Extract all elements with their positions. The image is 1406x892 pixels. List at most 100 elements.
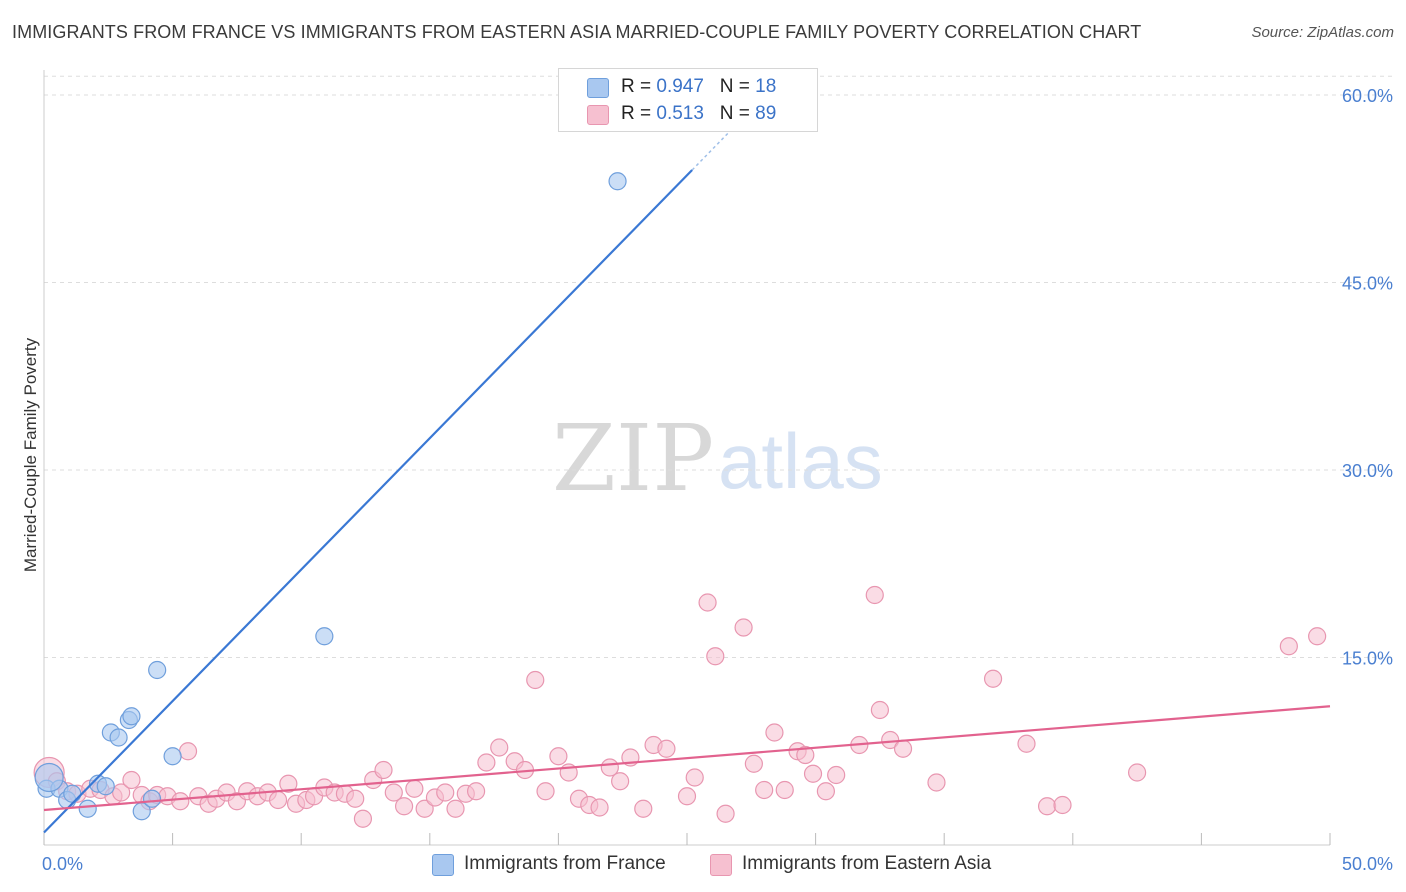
y-tick-labels: 15.0% 30.0% 45.0% 60.0% — [1342, 86, 1393, 669]
asia-point-8 — [122, 770, 141, 790]
bottom-legend-label-france: Immigrants from France — [464, 853, 666, 874]
asia-point-43 — [466, 782, 486, 801]
bottom-legend-label-asia: Immigrants from Eastern Asia — [742, 853, 992, 874]
asia-point-70 — [775, 780, 794, 800]
asia-point-64 — [706, 647, 725, 666]
legend-n-label-asia: N = — [719, 103, 750, 124]
grid-layer — [44, 75, 1392, 658]
asia-point-7 — [112, 783, 131, 802]
bottom-legend-swatch-france — [432, 854, 454, 876]
legend-r-value-france: 0.947 — [656, 76, 704, 97]
y-tick-label-2: 45.0% — [1342, 274, 1393, 294]
watermark-atlas: atlas — [718, 417, 883, 505]
france-trend-line — [43, 169, 693, 834]
asia-point-72 — [796, 745, 815, 765]
asia-point-80 — [893, 739, 913, 758]
asia-point-14 — [178, 742, 198, 761]
france-point-13 — [148, 660, 167, 680]
france-point-4 — [78, 799, 97, 818]
watermark: ZIP atlas — [552, 405, 883, 512]
france-point-10 — [122, 707, 141, 726]
france-points — [34, 172, 627, 821]
asia-point-40 — [436, 783, 455, 802]
legend-text-france: R = 0.947 N = 18 — [621, 76, 776, 98]
asia-point-63 — [698, 593, 717, 612]
y-axis-label: Married-Couple Family Poverty — [21, 337, 40, 572]
asia-point-81 — [927, 773, 946, 792]
france-point-12 — [142, 789, 162, 808]
y-tick-label-3: 60.0% — [1342, 86, 1393, 106]
asia-point-23 — [268, 790, 288, 810]
asia-point-49 — [536, 782, 555, 801]
asia-point-31 — [346, 789, 365, 808]
y-tick-label-1: 30.0% — [1342, 461, 1393, 481]
legend-swatch-asia — [587, 105, 609, 125]
asia-point-87 — [1279, 637, 1298, 656]
legend-n-value-asia: 89 — [755, 103, 777, 124]
asia-point-88 — [1308, 627, 1327, 646]
x-tick-label-1: 50.0% — [1342, 854, 1393, 874]
legend-n-value-france: 18 — [755, 76, 777, 97]
asia-point-58 — [634, 799, 653, 818]
asia-points — [33, 585, 1327, 828]
france-point-15 — [315, 627, 334, 646]
asia-point-32 — [353, 809, 373, 828]
asia-point-48 — [526, 670, 545, 690]
asia-point-75 — [827, 765, 846, 785]
asia-point-77 — [865, 585, 884, 605]
correlation-legend: R = 0.947 N = 18 R = 0.513 N = 89 — [558, 68, 818, 132]
france-point-8 — [109, 728, 128, 747]
asia-point-60 — [657, 739, 676, 758]
asia-point-62 — [685, 768, 704, 787]
legend-r-label-france: R = — [621, 76, 652, 97]
legend-n-label-france: N = — [719, 76, 750, 97]
france-point-17 — [34, 762, 64, 793]
asia-point-84 — [1037, 797, 1057, 816]
asia-point-73 — [803, 764, 823, 783]
france-point-14 — [163, 747, 182, 766]
asia-point-56 — [611, 772, 630, 791]
france-point-3 — [63, 784, 82, 803]
asia-point-45 — [490, 738, 509, 757]
watermark-zip: ZIP — [552, 405, 714, 512]
asia-point-24 — [279, 774, 298, 793]
asia-point-86 — [1127, 763, 1147, 782]
asia-point-54 — [590, 798, 609, 817]
y-tick-label-0: 15.0% — [1342, 649, 1393, 669]
asia-point-83 — [1017, 734, 1036, 753]
asia-point-82 — [983, 669, 1003, 688]
asia-point-50 — [549, 747, 568, 766]
asia-point-37 — [405, 779, 424, 798]
x-tick-labels: 0.0% 50.0% — [42, 854, 1393, 874]
asia-point-78 — [870, 700, 890, 720]
asia-point-13 — [171, 792, 190, 811]
asia-point-36 — [394, 797, 414, 816]
legend-r-value-asia: 0.513 — [656, 103, 704, 124]
asia-trend-line — [43, 705, 1331, 812]
asia-point-66 — [734, 618, 753, 637]
asia-point-69 — [765, 723, 784, 742]
asia-point-34 — [374, 760, 393, 780]
x-tick-label-0: 0.0% — [42, 854, 83, 874]
legend-text-asia: R = 0.513 N = 89 — [621, 103, 776, 125]
asia-point-68 — [755, 780, 774, 800]
asia-point-61 — [677, 787, 697, 806]
asia-point-74 — [816, 782, 835, 801]
asia-point-35 — [384, 783, 403, 802]
asia-point-67 — [744, 754, 763, 773]
legend-r-label-asia: R = — [621, 103, 652, 124]
legend-swatch-france — [587, 78, 609, 98]
source-label: Source: ZipAtlas.com — [1251, 24, 1394, 41]
axis-layer — [43, 70, 1331, 846]
france-point-16 — [608, 172, 627, 191]
asia-point-65 — [716, 804, 735, 823]
asia-point-38 — [415, 799, 434, 818]
asia-point-85 — [1053, 795, 1072, 815]
france-point-6 — [96, 777, 115, 796]
chart-title: IMMIGRANTS FROM FRANCE VS IMMIGRANTS FRO… — [12, 22, 1142, 42]
asia-point-44 — [477, 753, 496, 772]
asia-point-41 — [446, 799, 465, 818]
bottom-legend-swatch-asia — [710, 854, 732, 876]
